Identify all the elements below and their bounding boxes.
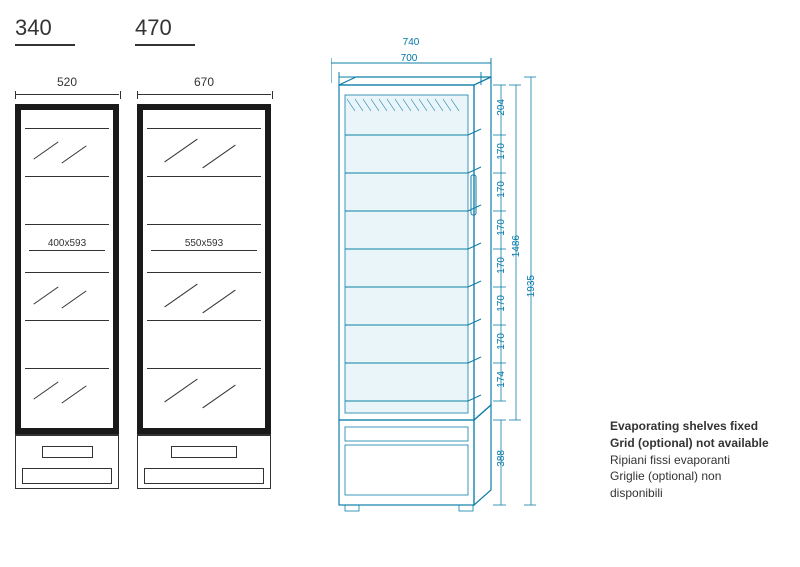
glass-reflect bbox=[33, 381, 58, 399]
model-a-label: 340 bbox=[15, 15, 75, 46]
shelf-dim-line bbox=[151, 250, 257, 251]
cabinet-b-shelf-dim: 550x593 bbox=[183, 238, 225, 249]
base-grille bbox=[171, 446, 237, 458]
glass-reflect bbox=[164, 284, 197, 308]
glass-reflect bbox=[164, 139, 197, 163]
shelf-h-dim: 170 bbox=[496, 219, 507, 236]
cabinet-b-base bbox=[137, 434, 271, 489]
shelf-h-dim: 170 bbox=[496, 181, 507, 198]
shelf-line bbox=[25, 224, 109, 225]
glass-reflect bbox=[61, 385, 86, 403]
persp-top-inner-dim: 700 bbox=[339, 53, 479, 64]
cabinet-a: 400x593 bbox=[15, 104, 119, 489]
glass-reflect bbox=[202, 385, 235, 409]
glass-height-dim: 1486 bbox=[511, 235, 522, 257]
note-it1: Ripiani fissi evaporanti bbox=[610, 452, 775, 469]
persp-top-outer-dim: 740 bbox=[331, 37, 491, 48]
shelf-h-dim: 170 bbox=[496, 333, 507, 350]
cabinet-a-shelf-dim: 400x593 bbox=[46, 238, 88, 249]
dim-line bbox=[15, 91, 119, 99]
base-height-dim: 388 bbox=[496, 450, 507, 467]
cabinet-b: 550x593 bbox=[137, 104, 271, 489]
glass-reflect bbox=[33, 141, 58, 159]
cabinet-a-width-dim: 520 bbox=[57, 75, 77, 89]
shelf-line bbox=[25, 128, 109, 129]
note-en1: Evaporating shelves fixed bbox=[610, 418, 775, 435]
note-it2: Griglie (optional) non disponibili bbox=[610, 468, 775, 502]
perspective-cabinet: 740 700 bbox=[331, 55, 541, 515]
base-panel bbox=[22, 468, 112, 484]
note-en2: Grid (optional) not available bbox=[610, 435, 775, 452]
shelf-h-dim: 170 bbox=[496, 143, 507, 160]
cabinet-b-block: 670 550x593 bbox=[137, 75, 271, 489]
shelf-line bbox=[25, 272, 109, 273]
shelf-line bbox=[147, 176, 261, 177]
shelf-line bbox=[25, 368, 109, 369]
shelf-h-dim: 170 bbox=[496, 295, 507, 312]
glass-reflect bbox=[202, 290, 235, 314]
shelf-line bbox=[147, 320, 261, 321]
cabinet-a-block: 520 400x593 bbox=[15, 75, 119, 489]
shelf-line bbox=[25, 176, 109, 177]
shelf-line bbox=[147, 368, 261, 369]
shelf-line bbox=[147, 128, 261, 129]
glass-reflect bbox=[202, 145, 235, 169]
glass-reflect bbox=[61, 290, 86, 308]
base-panel bbox=[144, 468, 264, 484]
diagram-row: 520 400x593 bbox=[15, 75, 541, 515]
shelf-line bbox=[147, 272, 261, 273]
shelf-h-dim: 204 bbox=[496, 99, 507, 116]
shelf-h-dim: 170 bbox=[496, 257, 507, 274]
shelf-dim-line bbox=[29, 250, 105, 251]
glass-reflect bbox=[33, 286, 58, 304]
model-b-label: 470 bbox=[135, 15, 195, 46]
shelf-line bbox=[25, 320, 109, 321]
cabinet-a-base bbox=[15, 434, 119, 489]
cabinet-b-frame: 550x593 bbox=[137, 104, 271, 434]
cabinet-b-width-dim: 670 bbox=[194, 75, 214, 89]
dim-line bbox=[137, 91, 271, 99]
perspective-svg bbox=[331, 55, 541, 515]
total-height-dim: 1935 bbox=[526, 275, 537, 297]
shelf-h-dim: 174 bbox=[496, 371, 507, 388]
glass-reflect bbox=[164, 379, 197, 403]
notes-block: Evaporating shelves fixed Grid (optional… bbox=[610, 418, 775, 502]
base-grille bbox=[42, 446, 93, 458]
glass-reflect bbox=[61, 145, 86, 163]
cabinet-a-frame: 400x593 bbox=[15, 104, 119, 434]
shelf-line bbox=[147, 224, 261, 225]
